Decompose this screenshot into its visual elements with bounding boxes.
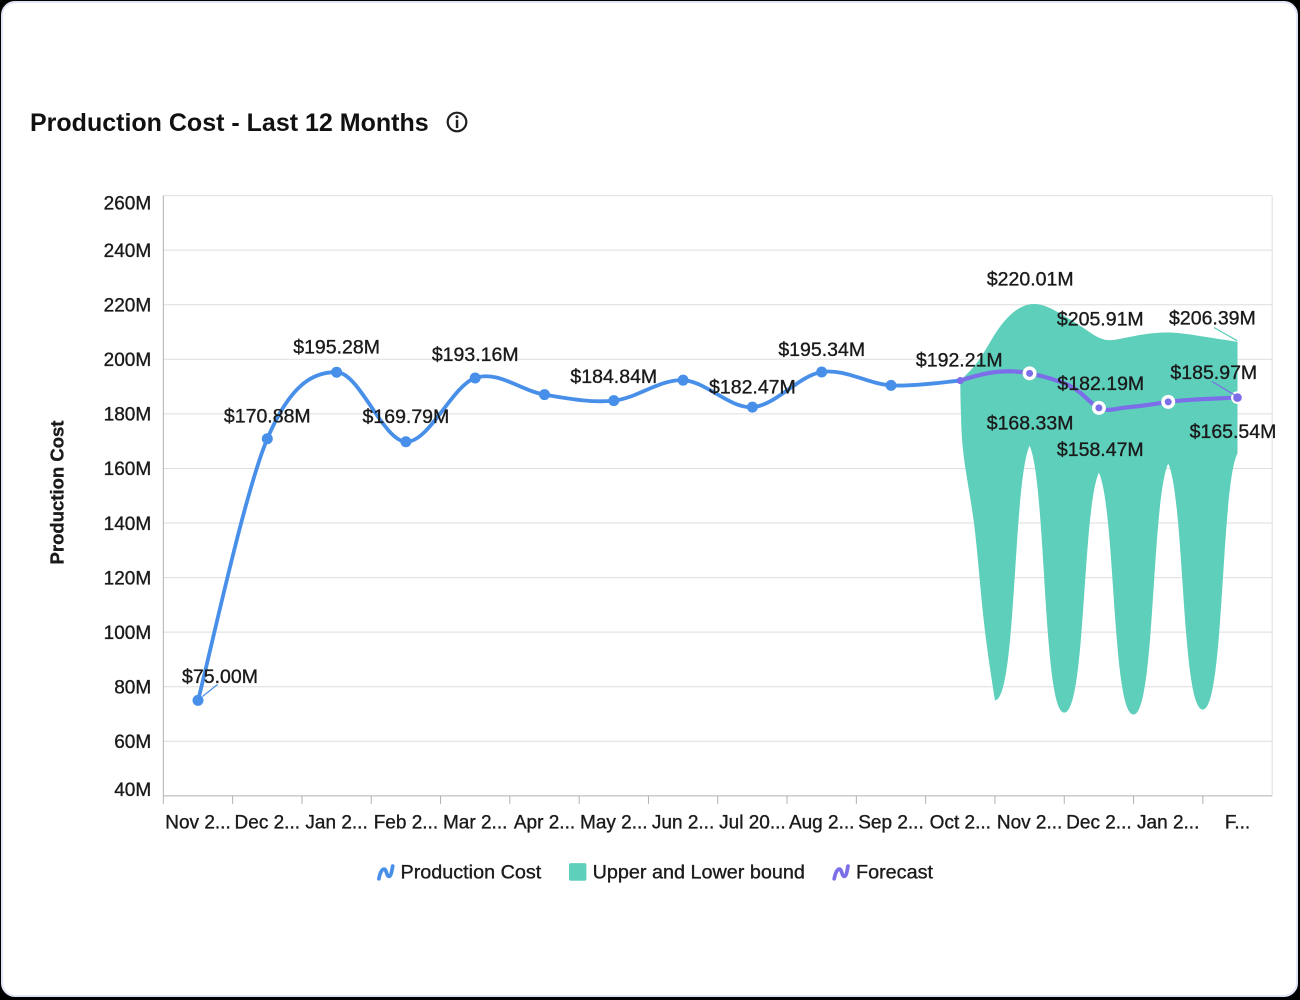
svg-text:$185.97M: $185.97M: [1170, 362, 1257, 384]
svg-text:Nov 2...: Nov 2...: [165, 812, 230, 833]
svg-text:220M: 220M: [104, 295, 152, 316]
svg-text:Jan 2...: Jan 2...: [1137, 812, 1199, 833]
svg-text:120M: 120M: [104, 568, 152, 589]
svg-text:$206.39M: $206.39M: [1169, 307, 1256, 329]
svg-text:Nov 2...: Nov 2...: [997, 812, 1062, 833]
svg-text:Production Cost: Production Cost: [47, 421, 68, 565]
svg-text:200M: 200M: [104, 350, 152, 371]
svg-text:60M: 60M: [114, 732, 151, 753]
svg-text:$158.47M: $158.47M: [1057, 439, 1144, 461]
svg-text:May 2...: May 2...: [580, 812, 648, 833]
svg-text:Jan 2...: Jan 2...: [305, 812, 367, 833]
svg-text:F...: F...: [1225, 812, 1250, 833]
svg-text:140M: 140M: [104, 514, 152, 535]
svg-text:Upper and Lower bound: Upper and Lower bound: [593, 862, 805, 884]
svg-text:240M: 240M: [104, 241, 152, 262]
svg-text:Apr 2...: Apr 2...: [514, 812, 575, 833]
svg-text:$193.16M: $193.16M: [432, 344, 519, 366]
svg-text:Sep 2...: Sep 2...: [858, 812, 924, 833]
svg-text:40M: 40M: [114, 780, 151, 801]
svg-text:Production Cost: Production Cost: [401, 862, 542, 884]
svg-text:$165.54M: $165.54M: [1190, 421, 1277, 443]
svg-text:160M: 160M: [104, 459, 152, 480]
svg-text:$170.88M: $170.88M: [224, 405, 311, 427]
svg-text:100M: 100M: [104, 623, 152, 644]
svg-text:$195.34M: $195.34M: [778, 339, 865, 361]
svg-text:$192.21M: $192.21M: [916, 349, 1003, 371]
svg-text:$205.91M: $205.91M: [1057, 308, 1144, 330]
svg-text:$182.19M: $182.19M: [1057, 373, 1144, 395]
svg-text:Forecast: Forecast: [856, 862, 933, 884]
svg-text:80M: 80M: [114, 677, 151, 698]
svg-text:Dec 2...: Dec 2...: [1066, 812, 1131, 833]
svg-text:$168.33M: $168.33M: [987, 412, 1074, 434]
svg-text:$182.47M: $182.47M: [709, 376, 796, 398]
svg-text:Dec 2...: Dec 2...: [235, 812, 300, 833]
svg-text:Jun 2...: Jun 2...: [652, 812, 714, 833]
svg-text:$169.79M: $169.79M: [363, 406, 450, 428]
svg-text:Oct 2...: Oct 2...: [930, 812, 991, 833]
svg-text:Aug 2...: Aug 2...: [789, 812, 855, 833]
svg-text:$220.01M: $220.01M: [987, 269, 1074, 291]
svg-text:Feb 2...: Feb 2...: [374, 812, 438, 833]
svg-text:$184.84M: $184.84M: [570, 366, 657, 388]
svg-text:Mar 2...: Mar 2...: [443, 812, 507, 833]
svg-text:180M: 180M: [104, 405, 152, 426]
svg-text:260M: 260M: [104, 193, 152, 214]
svg-text:$195.28M: $195.28M: [293, 336, 380, 358]
svg-text:Jul 20...: Jul 20...: [719, 812, 786, 833]
svg-text:$75.00M: $75.00M: [182, 666, 258, 688]
